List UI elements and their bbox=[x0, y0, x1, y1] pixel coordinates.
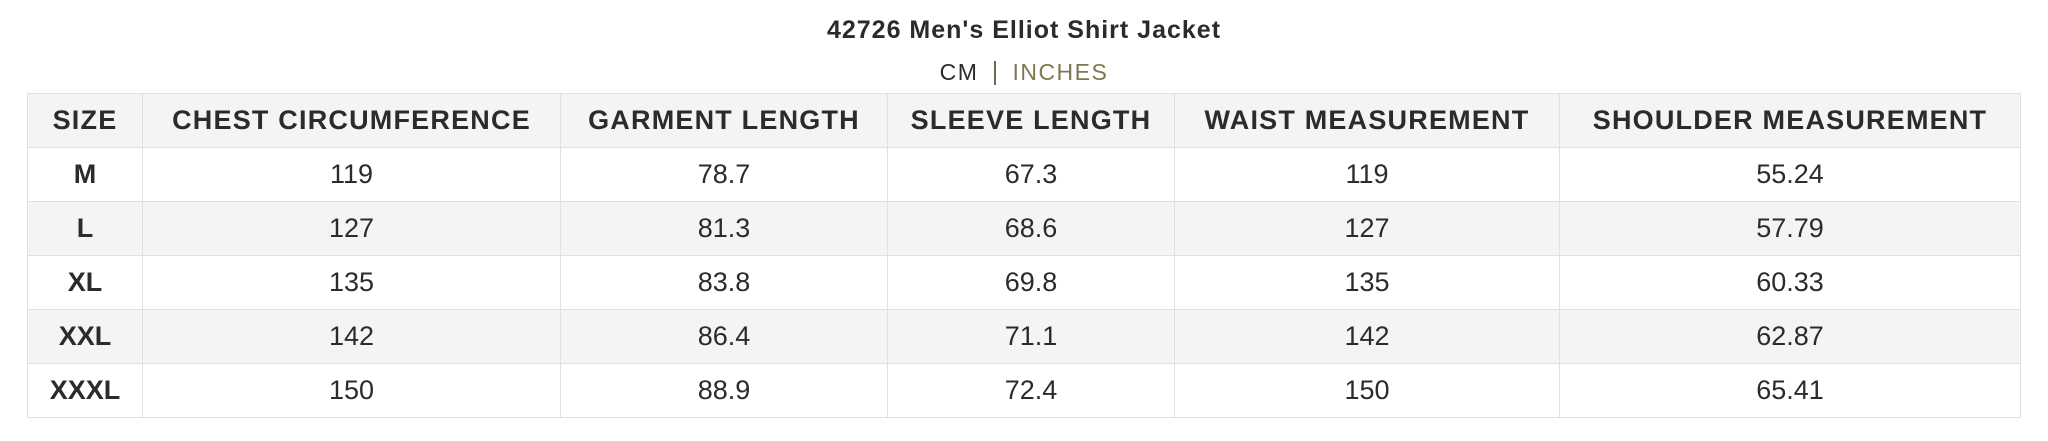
unit-separator bbox=[994, 60, 997, 85]
sleeve-cell: 72.4 bbox=[887, 363, 1175, 418]
waist-cell: 150 bbox=[1174, 363, 1560, 418]
length-cell: 86.4 bbox=[560, 309, 888, 364]
header-chest-circumference: CHEST CIRCUMFERENCE bbox=[142, 93, 561, 148]
waist-cell: 127 bbox=[1174, 201, 1560, 256]
shoulder-cell: 62.87 bbox=[1559, 309, 2021, 364]
chest-cell: 135 bbox=[142, 255, 561, 310]
size-cell: L bbox=[27, 201, 143, 256]
header-garment-length: GARMENT LENGTH bbox=[560, 93, 888, 148]
table-row: XXXL 150 88.9 72.4 150 65.41 bbox=[27, 363, 2021, 418]
size-chart-table: SIZE CHEST CIRCUMFERENCE GARMENT LENGTH … bbox=[27, 93, 2021, 418]
header-row: SIZE CHEST CIRCUMFERENCE GARMENT LENGTH … bbox=[27, 93, 2021, 148]
shoulder-cell: 55.24 bbox=[1559, 147, 2021, 202]
chest-cell: 119 bbox=[142, 147, 561, 202]
unit-inches-button[interactable]: INCHES bbox=[1012, 59, 1109, 86]
sleeve-cell: 71.1 bbox=[887, 309, 1175, 364]
header-sleeve-length: SLEEVE LENGTH bbox=[887, 93, 1175, 148]
size-cell: M bbox=[27, 147, 143, 202]
table-row: M 119 78.7 67.3 119 55.24 bbox=[27, 147, 2021, 202]
chest-cell: 150 bbox=[142, 363, 561, 418]
length-cell: 78.7 bbox=[560, 147, 888, 202]
waist-cell: 135 bbox=[1174, 255, 1560, 310]
chest-cell: 127 bbox=[142, 201, 561, 256]
sleeve-cell: 69.8 bbox=[887, 255, 1175, 310]
table-row: XL 135 83.8 69.8 135 60.33 bbox=[27, 255, 2021, 310]
size-cell: XXL bbox=[27, 309, 143, 364]
length-cell: 83.8 bbox=[560, 255, 888, 310]
chart-title: 42726 Men's Elliot Shirt Jacket bbox=[826, 16, 1222, 44]
waist-cell: 119 bbox=[1174, 147, 1560, 202]
sleeve-cell: 67.3 bbox=[887, 147, 1175, 202]
waist-cell: 142 bbox=[1174, 309, 1560, 364]
chest-cell: 142 bbox=[142, 309, 561, 364]
length-cell: 88.9 bbox=[560, 363, 888, 418]
length-cell: 81.3 bbox=[560, 201, 888, 256]
shoulder-cell: 57.79 bbox=[1559, 201, 2021, 256]
header-size: SIZE bbox=[27, 93, 143, 148]
header-waist-measurement: WAIST MEASUREMENT bbox=[1174, 93, 1560, 148]
size-cell: XXXL bbox=[27, 363, 143, 418]
unit-toggle: CM INCHES bbox=[0, 58, 2048, 86]
unit-cm-button[interactable]: CM bbox=[939, 59, 979, 86]
shoulder-cell: 65.41 bbox=[1559, 363, 2021, 418]
shoulder-cell: 60.33 bbox=[1559, 255, 2021, 310]
table-row: XXL 142 86.4 71.1 142 62.87 bbox=[27, 309, 2021, 364]
sleeve-cell: 68.6 bbox=[887, 201, 1175, 256]
size-cell: XL bbox=[27, 255, 143, 310]
header-shoulder-measurement: SHOULDER MEASUREMENT bbox=[1559, 93, 2021, 148]
table-row: L 127 81.3 68.6 127 57.79 bbox=[27, 201, 2021, 256]
